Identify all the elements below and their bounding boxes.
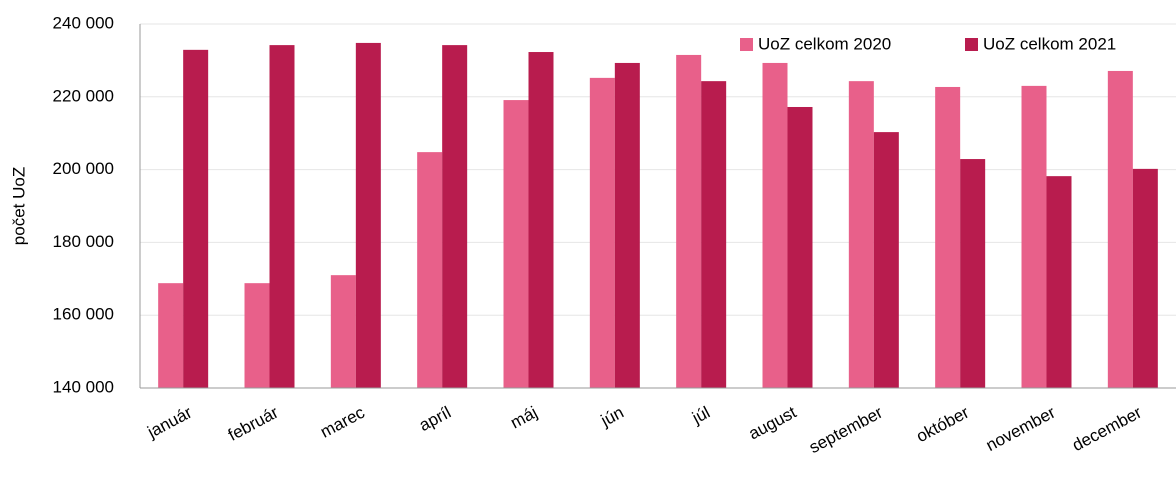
x-tick-label: máj [507, 403, 540, 433]
bar [589, 77, 615, 388]
bar [848, 81, 874, 388]
x-tick-label: december [1069, 403, 1145, 455]
bar [935, 86, 961, 389]
legend-swatch [740, 38, 753, 51]
legend-swatch [965, 38, 978, 51]
y-tick-label: 240 000 [53, 13, 114, 32]
x-tick-label: október [913, 403, 972, 447]
bar [960, 159, 986, 388]
bar [873, 132, 899, 388]
y-tick-label: 160 000 [53, 305, 114, 324]
legend-label: UoZ celkom 2021 [983, 34, 1116, 53]
bar [417, 152, 443, 388]
bar [1107, 70, 1133, 389]
bar [701, 81, 727, 388]
legend-label: UoZ celkom 2020 [758, 34, 891, 53]
y-tick-label: 200 000 [53, 159, 114, 178]
bar [244, 283, 270, 388]
x-tick-label: júl [688, 403, 713, 428]
x-tick-label: november [983, 403, 1059, 455]
bar [269, 45, 295, 388]
x-tick-label: jún [597, 403, 627, 431]
bar [503, 100, 529, 389]
x-tick-label: február [225, 403, 282, 445]
bar [762, 62, 788, 388]
bar [528, 52, 554, 388]
bar [1132, 168, 1158, 388]
x-tick-label: apríl [416, 403, 454, 435]
y-tick-label: 140 000 [53, 377, 114, 396]
bar [442, 45, 468, 388]
x-tick-label: august [745, 403, 799, 444]
bar [183, 49, 209, 389]
y-tick-label: 220 000 [53, 86, 114, 105]
bar [614, 62, 640, 388]
bar [355, 42, 381, 388]
bar [1021, 85, 1047, 388]
bar [787, 106, 813, 388]
y-axis-label: počet UoZ [9, 167, 28, 245]
bar [1046, 176, 1072, 388]
bar [158, 283, 184, 388]
bar [330, 275, 356, 388]
x-tick-label: marec [317, 402, 368, 441]
bar [676, 54, 702, 388]
x-tick-label: september [806, 403, 886, 458]
x-tick-label: január [144, 403, 196, 443]
y-tick-label: 180 000 [53, 232, 114, 251]
